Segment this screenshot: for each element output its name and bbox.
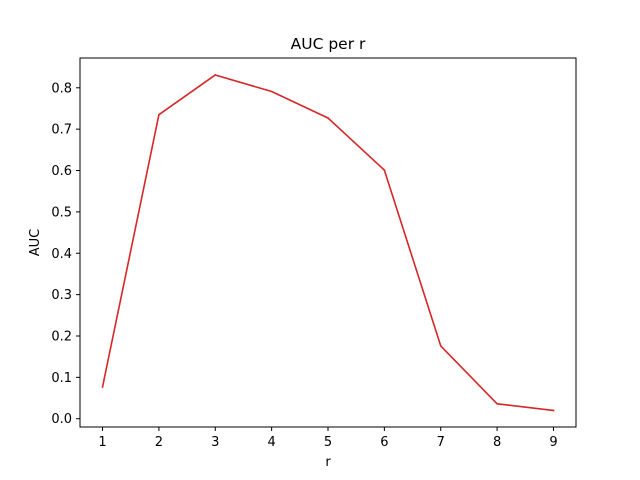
x-tick-label: 3: [211, 435, 219, 450]
plot-frame: [79, 57, 577, 428]
x-tick-label: 6: [380, 435, 388, 450]
x-tick-label: 5: [324, 435, 332, 450]
x-tick-label: 9: [549, 435, 557, 450]
x-tick-label: 7: [437, 435, 445, 450]
data-point: [101, 386, 104, 388]
data-point: [383, 169, 386, 171]
y-tick-label: 0.6: [51, 164, 72, 179]
data-point: [439, 345, 442, 347]
x-tick-label: 1: [98, 435, 106, 450]
data-point: [552, 409, 555, 412]
x-tick-label: 2: [155, 435, 163, 450]
data-point: [158, 113, 160, 116]
chart-title: AUC per r: [291, 35, 366, 53]
plot-area-background: [80, 58, 576, 427]
y-axis-title: AUC: [28, 229, 43, 257]
x-axis-title: r: [325, 455, 331, 470]
x-tick-label: 4: [267, 435, 275, 450]
series-layer: [101, 74, 555, 412]
y-tick-label: 0.8: [51, 81, 72, 96]
y-tick-label: 0.4: [51, 247, 72, 262]
y-tick-label: 0.3: [51, 288, 72, 303]
y-tick-label: 0.0: [51, 412, 72, 427]
y-tick-label: 0.2: [51, 329, 72, 344]
y-tick-label: 0.5: [51, 205, 72, 220]
data-point: [496, 403, 498, 405]
y-tick-label: 0.7: [51, 123, 72, 138]
y-tick-label: 0.1: [51, 371, 72, 386]
x-axis-ticks: 1 2 3 4 5 6 7 8 9: [98, 427, 558, 450]
data-point: [270, 90, 273, 93]
data-point: [214, 74, 217, 76]
data-point: [327, 117, 329, 119]
y-axis-ticks: 0.0 0.1 0.2 0.3 0.4 0.5 0.6 0.7 0.8: [51, 81, 80, 427]
x-tick-label: 8: [493, 435, 501, 450]
